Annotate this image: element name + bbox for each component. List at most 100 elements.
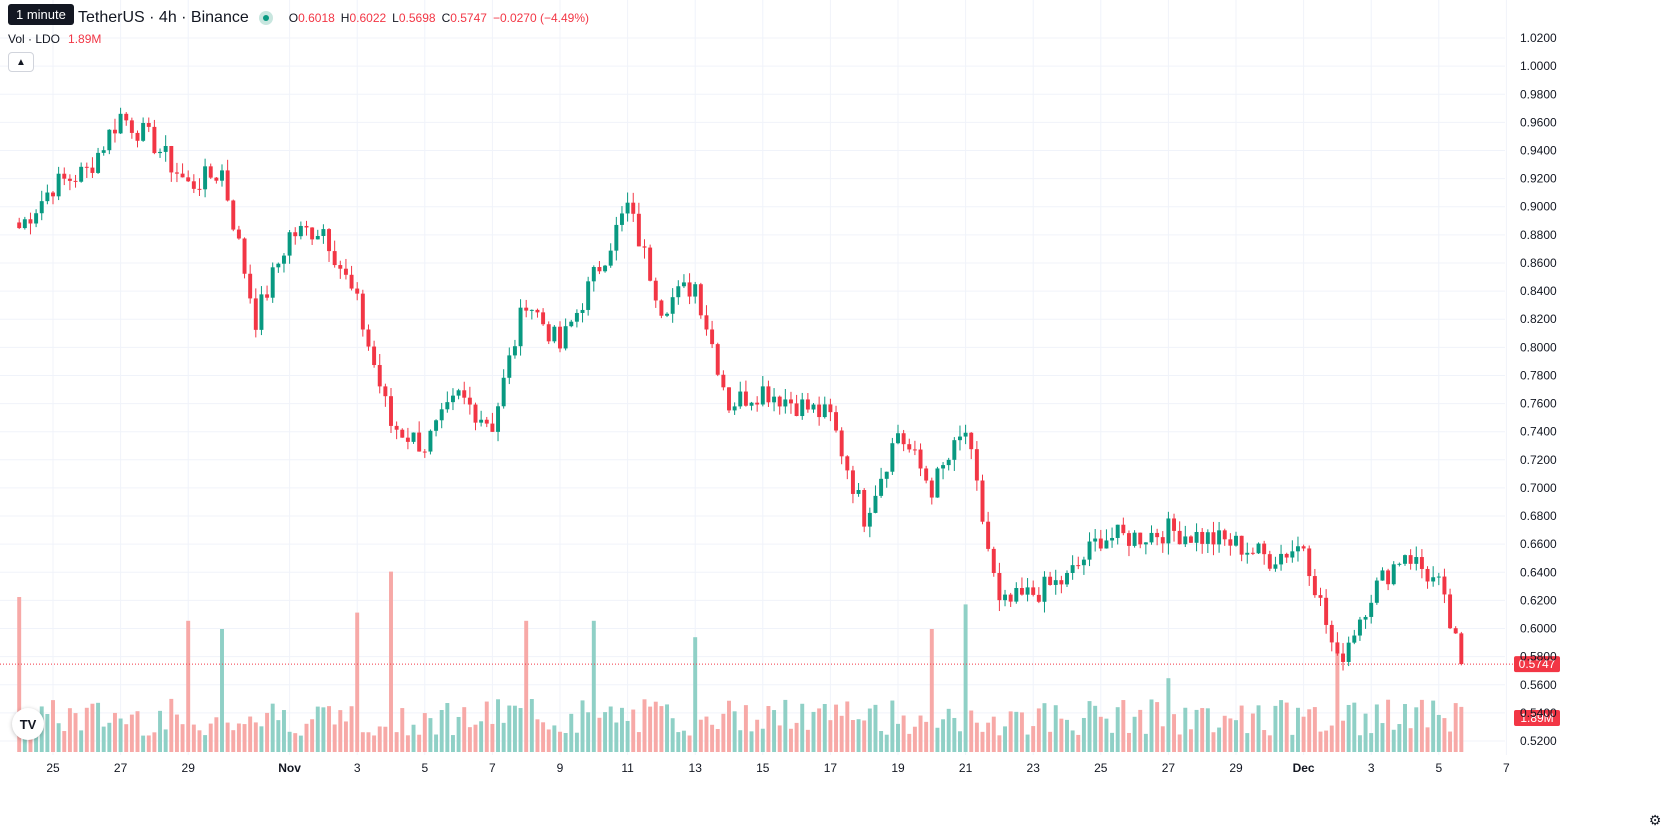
volume-bar [394,732,399,752]
candle-body [501,377,506,407]
volume-bar [1324,730,1329,752]
volume-bar [1194,709,1199,752]
close-value: 0.5747 [450,11,487,25]
x-tick-label: 25 [46,761,60,775]
volume-bar [687,735,692,752]
candle-body [507,355,512,378]
candle-body [648,247,653,281]
volume-bar [383,726,388,752]
volume-bar [659,706,664,752]
x-tick-label: 25 [1094,761,1108,775]
candle-body [862,490,867,527]
x-tick-label: Dec [1293,761,1315,775]
volume-bar [974,722,979,752]
volume-bar [512,705,517,752]
volume-bar [1177,734,1182,752]
candle-body [1143,542,1148,545]
y-tick-label: 0.5800 [1520,650,1557,664]
volume-bar [963,604,968,752]
candle-body [777,396,782,407]
volume-bar [929,629,934,752]
candle-body [180,173,185,178]
volume-bar [428,718,433,752]
volume-bar [1019,712,1024,752]
volume-bar [1200,708,1205,752]
candle-body [45,192,50,202]
candle-body [270,267,275,298]
price-axis[interactable]: 1.0200 1.0000 0.9800 0.9600 0.9400 0.9200 0.90… [1520,31,1557,748]
volume-bar [1431,700,1436,752]
y-tick-label: 0.8400 [1520,284,1557,298]
volume-bar [873,704,878,752]
volume-bar [1290,734,1295,752]
chevron-up-icon[interactable]: ▲ [8,52,34,72]
volume-bar [220,629,224,752]
candle-body [265,294,270,298]
candle-body [1110,537,1115,541]
y-tick-label: 0.8200 [1520,312,1557,326]
x-tick-label: 27 [1162,761,1176,775]
volume-bar [665,704,670,752]
volume-bar [1211,732,1216,752]
volume-bar [1121,700,1126,752]
volume-bar [704,716,709,752]
volume-bar [79,730,84,752]
candle-body [924,468,929,481]
volume-bar [794,722,799,752]
volume-bar [1143,733,1148,752]
volume-bar [287,731,292,752]
volume-bar [1448,731,1453,752]
candle-body [856,490,861,494]
time-axis[interactable]: 25 27 29 Nov 3 5 7 9 11 13 15 17 19 21 23 25 27 29 Dec 3 5 7 [46,761,1510,775]
volume-bar [721,713,726,752]
candle-body [783,399,788,407]
volume-bar [541,722,546,752]
tradingview-logo[interactable]: TV [12,708,44,740]
volume-bar [1087,701,1092,752]
high-label: H [340,11,350,25]
candle-body [580,309,585,313]
symbol-title[interactable]: TetherUS · 4h · Binance [78,9,249,26]
volume-bar [1250,713,1255,752]
volume-bar [1138,709,1143,752]
volume-bar [1459,706,1464,752]
candle-body [231,200,236,230]
low-value: 0.5698 [398,11,436,25]
y-tick-label: 0.7800 [1520,368,1557,382]
candle-body [1081,559,1086,566]
candle-body [17,222,22,229]
volume-bar [619,707,624,752]
candle-body [349,274,354,289]
volume-bar [1042,703,1047,752]
candle-body [1341,653,1346,662]
candle-body [681,282,686,287]
candle-body [1222,530,1227,540]
candle-body [1295,546,1300,552]
volume-bar [208,723,213,752]
volume-bar [935,727,940,752]
volume-label[interactable]: Vol · LDO [8,32,61,46]
volume-bar [603,712,608,752]
volume-bar [558,731,562,752]
volume-bar [360,732,365,752]
candle-body [1408,555,1413,564]
candle-body [405,437,410,442]
candle-body [715,344,720,375]
volume-bar [101,726,106,752]
last-price-label: 0.5747 [1519,657,1556,671]
volume-bar [276,720,281,752]
candle-body [1059,580,1064,585]
candle-body [794,403,799,417]
x-tick-label: 19 [891,761,905,775]
y-tick-label: 0.9800 [1520,87,1557,101]
volume-bar [248,716,253,752]
volume-bar [501,722,506,752]
close-label: C [441,11,451,25]
candle-body [1374,580,1379,603]
market-status-icon[interactable] [258,11,273,25]
candle-body [169,146,174,173]
candle-body [1194,531,1199,543]
candle-body [614,224,619,251]
gear-icon[interactable]: ⚙ [1648,812,1662,828]
